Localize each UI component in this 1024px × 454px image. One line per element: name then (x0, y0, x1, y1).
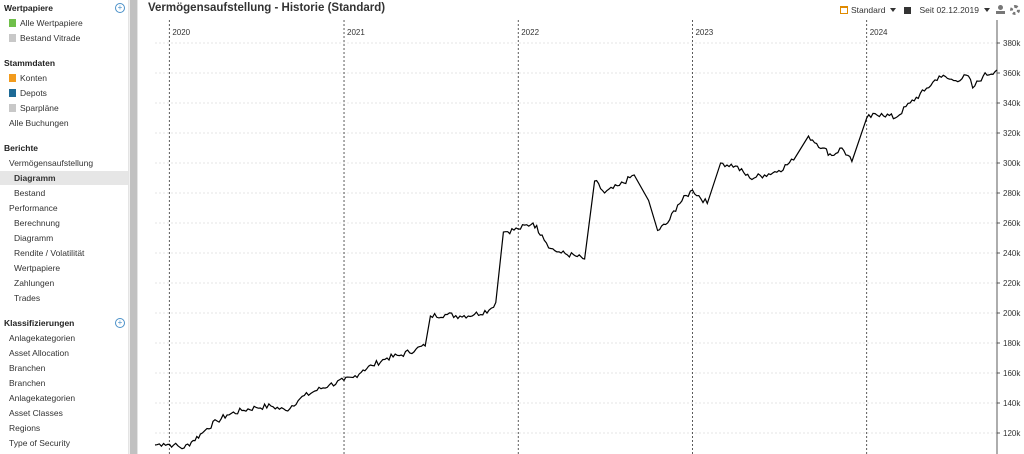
sidebar-item-label: Alle Wertpapiere (20, 18, 83, 28)
sidebar-item[interactable]: Trades (0, 291, 128, 305)
sidebar-item[interactable]: Bestand (0, 186, 128, 200)
export-icon[interactable] (996, 5, 1005, 15)
year-marker-label: 2020 (172, 28, 190, 37)
view-selector[interactable]: Standard (839, 5, 912, 15)
sidebar-item[interactable]: Wertpapiere (0, 261, 128, 275)
year-marker-label: 2021 (347, 28, 365, 37)
sidebar-item[interactable]: Diagramm (0, 231, 128, 245)
y-tick-label: 300k (1003, 159, 1021, 168)
sidebar-section-header: Berichte (4, 143, 39, 153)
sidebar-item-label: Asset Classes (9, 408, 63, 418)
sidebar-item[interactable]: Anlagekategorien (0, 391, 128, 405)
sidebar-section-header: Wertpapiere (4, 3, 53, 13)
y-tick-label: 200k (1003, 309, 1021, 318)
y-tick-label: 320k (1003, 129, 1021, 138)
sidebar-item-label: Alle Buchungen (9, 118, 69, 128)
y-tick-label: 120k (1003, 429, 1021, 438)
sidebar-item-label: Branchen (9, 363, 46, 373)
sidebar-scrollbar-thumb[interactable] (130, 0, 137, 454)
sidebar-item[interactable]: Regions (0, 421, 128, 435)
y-tick-label: 180k (1003, 339, 1021, 348)
sidebar-item[interactable]: Anlagekategorien (0, 331, 128, 345)
sidebar-item-label: Wertpapiere (14, 263, 61, 273)
sidebar-item[interactable]: Zahlungen (0, 276, 128, 290)
period-selector-label: Seit 02.12.2019 (919, 5, 979, 15)
sidebar-section-header: Klassifizierungen (4, 318, 75, 328)
y-tick-label: 260k (1003, 219, 1021, 228)
sidebar-item[interactable]: Rendite / Volatilität (0, 246, 128, 260)
account-icon (9, 74, 16, 82)
grey-sheet-icon (9, 34, 16, 42)
history-chart[interactable]: 120k 140k 160k 180k 200k 220k 240k 260k 280k 300k… (138, 20, 1024, 454)
gear-icon[interactable] (1010, 5, 1020, 15)
sidebar-item[interactable]: Asset Classes (0, 406, 128, 420)
sidebar-section-header: Stammdaten (4, 58, 56, 68)
sidebar-item[interactable]: Konten (0, 71, 128, 85)
sidebar-item-label: Sparpläne (20, 103, 59, 113)
year-marker-label: 2023 (695, 28, 713, 37)
sidebar-item[interactable]: Alle Buchungen (0, 116, 128, 130)
sidebar: Wertpapiere + Alle Wertpapiere Bestand Vitr… (0, 0, 128, 454)
chevron-down-icon (984, 8, 990, 12)
sidebar-item[interactable]: Depots (0, 86, 128, 100)
add-icon[interactable]: + (115, 318, 125, 328)
sidebar-item[interactable]: Vermögensaufstellung (0, 156, 128, 170)
y-tick-label: 220k (1003, 279, 1021, 288)
sidebar-item[interactable]: Sparpläne (0, 101, 128, 115)
sidebar-item[interactable]: Bestand Vitrade (0, 31, 128, 45)
y-tick-label: 340k (1003, 99, 1021, 108)
series-line (154, 69, 998, 450)
calendar-icon (839, 6, 848, 14)
page-title: Vermögensaufstellung - Historie (Standar… (148, 2, 386, 14)
sidebar-item-label: Anlagekategorien (9, 393, 76, 403)
y-tick-label: 240k (1003, 249, 1021, 258)
chart-svg: 120k 140k 160k 180k 200k 220k 240k 260k 280k 300k… (154, 20, 1021, 454)
sidebar-item-label: Anlagekategorien (9, 333, 76, 343)
sidebar-item-label: Berechnung (14, 218, 60, 228)
sidebar-item-label: Konten (20, 73, 47, 83)
sidebar-item[interactable]: Asset Allocation (0, 346, 128, 360)
sidebar-item-label: Vermögensaufstellung (9, 158, 94, 168)
year-marker-label: 2022 (521, 28, 539, 37)
sidebar-item[interactable]: Branchen (0, 376, 128, 390)
green-sheet-icon (9, 19, 16, 27)
year-marker-label: 2024 (870, 28, 888, 37)
sidebar-item-label: Asset Allocation (9, 348, 70, 358)
y-tick-label: 160k (1003, 369, 1021, 378)
sidebar-item-label: Branchen (9, 378, 46, 388)
view-config-icon[interactable] (904, 6, 912, 14)
y-tick-label: 280k (1003, 189, 1021, 198)
sidebar-item-label: Zahlungen (14, 278, 55, 288)
y-tick-label: 140k (1003, 399, 1021, 408)
sidebar-item[interactable]: Diagramm (0, 171, 128, 185)
sidebar-item[interactable]: Type of Security (0, 436, 128, 450)
sidebar-item-label: Type of Security (9, 438, 70, 448)
main-panel: Vermögensaufstellung - Historie (Standar… (138, 0, 1024, 454)
y-tick-label: 380k (1003, 39, 1021, 48)
sidebar-item-label: Diagramm (14, 233, 54, 243)
y-tick-label: 360k (1003, 69, 1021, 78)
sidebar-item[interactable]: Berechnung (0, 216, 128, 230)
period-selector[interactable]: Seit 02.12.2019 (919, 5, 990, 15)
sidebar-item-label: Trades (14, 293, 41, 303)
plan-icon (9, 104, 16, 112)
sidebar-item-label: Performance (9, 203, 58, 213)
sidebar-item-label: Regions (9, 423, 41, 433)
chevron-down-icon (890, 8, 897, 12)
sidebar-item[interactable]: Branchen (0, 361, 128, 375)
sidebar-item-label: Diagramm (14, 173, 56, 183)
sidebar-item[interactable]: Alle Wertpapiere (0, 16, 128, 30)
sidebar-item[interactable]: Performance (0, 201, 128, 215)
view-selector-label: Standard (850, 5, 886, 15)
sidebar-scrollbar[interactable] (128, 0, 138, 454)
sidebar-item-label: Rendite / Volatilität (14, 248, 85, 258)
chart-toolbar: Standard Seit 02.12.2019 (832, 3, 1020, 17)
add-icon[interactable]: + (115, 3, 125, 13)
sidebar-item-label: Bestand (14, 188, 46, 198)
sidebar-item-label: Depots (20, 88, 47, 98)
depot-icon (9, 89, 16, 97)
sidebar-item-label: Bestand Vitrade (20, 33, 81, 43)
